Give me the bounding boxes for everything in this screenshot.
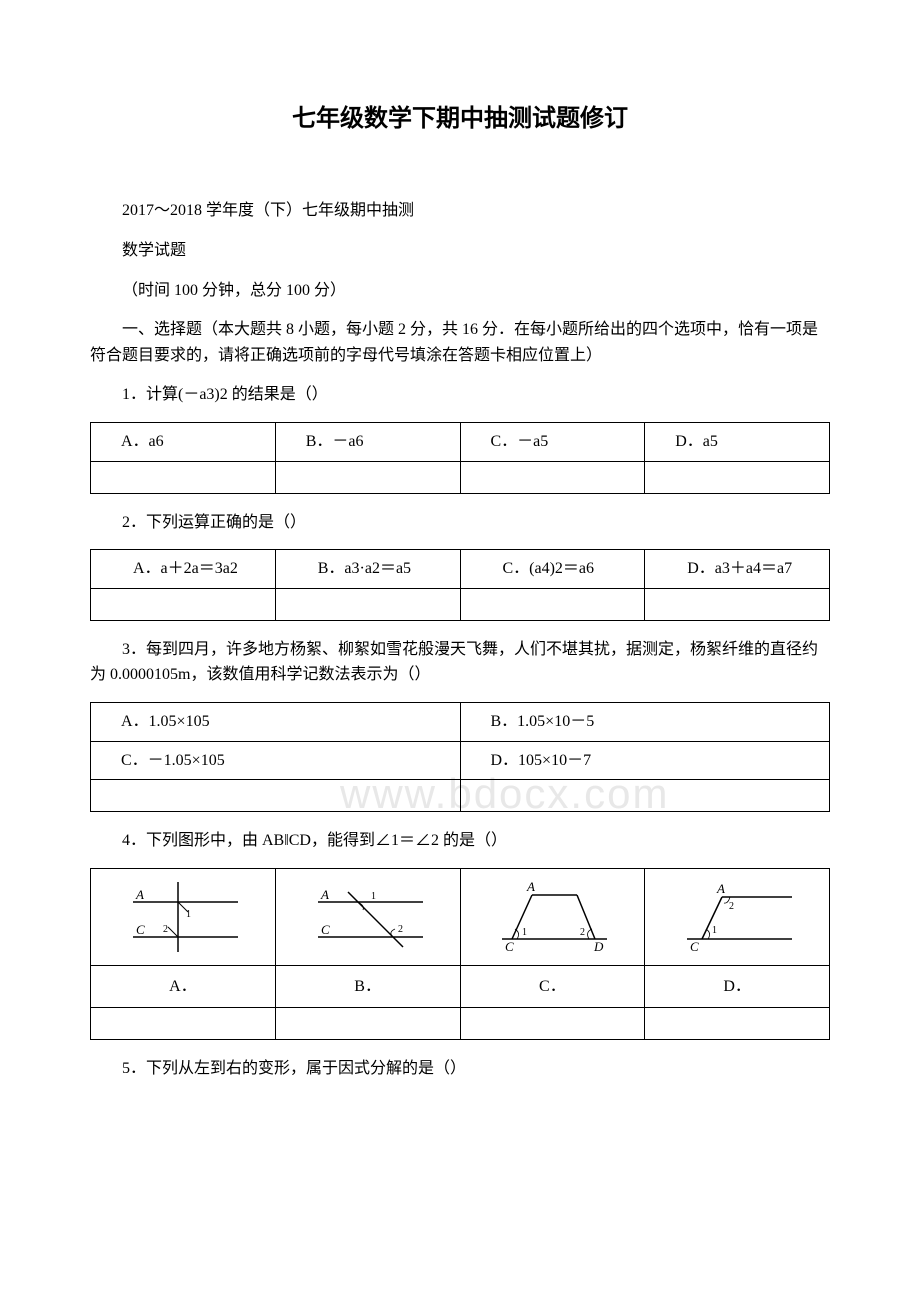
question-1-text: 1．计算(－a3)2 的结果是（） bbox=[90, 382, 830, 408]
question-1-options-table: A．a6 B．－a6 C．－a5 D．a5 bbox=[90, 422, 830, 494]
table-row: A．a＋2a＝3a2 B．a3·a2＝a5 C．(a4)2＝a6 D．a3＋a4… bbox=[91, 550, 830, 589]
option-cell: C．－a5 bbox=[460, 422, 645, 461]
question-4-options-table: A C 1 2 A C 1 2 bbox=[90, 868, 830, 1041]
option-cell: C．－1.05×105 bbox=[91, 741, 461, 780]
option-label: A． bbox=[91, 965, 276, 1008]
diagram-a-svg: A C 1 2 bbox=[108, 877, 258, 957]
table-row: A．1.05×105 B．1.05×10－5 bbox=[91, 702, 830, 741]
option-cell: A．1.05×105 bbox=[91, 702, 461, 741]
svg-text:A: A bbox=[716, 881, 725, 896]
svg-text:1: 1 bbox=[522, 927, 527, 938]
empty-cell bbox=[91, 780, 461, 812]
table-row bbox=[91, 588, 830, 620]
diagram-cell-c: A C D 1 2 bbox=[460, 868, 645, 965]
svg-text:1: 1 bbox=[371, 891, 376, 902]
diagram-c-svg: A C D 1 2 bbox=[477, 877, 627, 957]
table-row bbox=[91, 1008, 830, 1040]
empty-cell bbox=[460, 780, 830, 812]
table-row: C．－1.05×105 D．105×10－7 bbox=[91, 741, 830, 780]
diagram-cell-a: A C 1 2 bbox=[91, 868, 276, 965]
empty-cell bbox=[275, 588, 460, 620]
svg-text:C: C bbox=[321, 922, 330, 937]
empty-cell bbox=[91, 461, 276, 493]
empty-cell bbox=[645, 461, 830, 493]
empty-cell bbox=[275, 461, 460, 493]
svg-text:1: 1 bbox=[186, 909, 191, 920]
svg-text:D: D bbox=[593, 939, 604, 954]
svg-text:C: C bbox=[136, 922, 145, 937]
svg-text:C: C bbox=[690, 939, 699, 954]
table-row: A． B． C． D． bbox=[91, 965, 830, 1008]
empty-cell bbox=[275, 1008, 460, 1040]
svg-text:2: 2 bbox=[163, 924, 168, 935]
diagram-d-svg: A C 1 2 bbox=[662, 877, 812, 957]
diagram-cell-b: A C 1 2 bbox=[275, 868, 460, 965]
section-1-header: 一、选择题（本大题共 8 小题，每小题 2 分，共 16 分．在每小题所给出的四… bbox=[90, 317, 830, 368]
question-2-text: 2．下列运算正确的是（） bbox=[90, 510, 830, 536]
option-cell: C．(a4)2＝a6 bbox=[460, 550, 645, 589]
option-label: D． bbox=[645, 965, 830, 1008]
svg-text:A: A bbox=[320, 887, 329, 902]
empty-cell bbox=[460, 588, 645, 620]
header-line-3: （时间 100 分钟，总分 100 分） bbox=[90, 278, 830, 304]
header-line-2: 数学试题 bbox=[90, 238, 830, 264]
empty-cell bbox=[91, 1008, 276, 1040]
option-cell: D．a5 bbox=[645, 422, 830, 461]
option-cell: B．1.05×10－5 bbox=[460, 702, 830, 741]
svg-text:1: 1 bbox=[712, 925, 717, 936]
table-row: A C 1 2 A C 1 2 bbox=[91, 868, 830, 965]
table-row: A．a6 B．－a6 C．－a5 D．a5 bbox=[91, 422, 830, 461]
question-5-text: 5．下列从左到右的变形，属于因式分解的是（） bbox=[90, 1056, 830, 1082]
question-2-options-table: A．a＋2a＝3a2 B．a3·a2＝a5 C．(a4)2＝a6 D．a3＋a4… bbox=[90, 549, 830, 621]
svg-text:C: C bbox=[505, 939, 514, 954]
table-row bbox=[91, 461, 830, 493]
empty-cell bbox=[91, 588, 276, 620]
option-cell: D．105×10－7 bbox=[460, 741, 830, 780]
option-cell: B．a3·a2＝a5 bbox=[275, 550, 460, 589]
svg-text:A: A bbox=[135, 887, 144, 902]
empty-cell bbox=[460, 1008, 645, 1040]
document-title: 七年级数学下期中抽测试题修订 bbox=[90, 100, 830, 138]
option-cell: B．－a6 bbox=[275, 422, 460, 461]
option-label: B． bbox=[275, 965, 460, 1008]
option-cell: A．a6 bbox=[91, 422, 276, 461]
svg-text:2: 2 bbox=[580, 927, 585, 938]
question-3-options-table: A．1.05×105 B．1.05×10－5 C．－1.05×105 D．105… bbox=[90, 702, 830, 812]
option-label: C． bbox=[460, 965, 645, 1008]
diagram-b-svg: A C 1 2 bbox=[293, 877, 443, 957]
empty-cell bbox=[645, 588, 830, 620]
empty-cell bbox=[645, 1008, 830, 1040]
option-cell: A．a＋2a＝3a2 bbox=[91, 550, 276, 589]
svg-text:2: 2 bbox=[729, 901, 734, 912]
question-3-text: 3．每到四月，许多地方杨絮、柳絮如雪花般漫天飞舞，人们不堪其扰，据测定，杨絮纤维… bbox=[90, 637, 830, 688]
question-4-text: 4．下列图形中，由 AB‖CD，能得到∠1＝∠2 的是（） bbox=[90, 828, 830, 854]
svg-text:2: 2 bbox=[398, 924, 403, 935]
svg-text:A: A bbox=[526, 879, 535, 894]
header-line-1: 2017～2018 学年度（下）七年级期中抽测 bbox=[90, 198, 830, 224]
document-content: 七年级数学下期中抽测试题修订 2017～2018 学年度（下）七年级期中抽测 数… bbox=[90, 100, 830, 1082]
diagram-cell-d: A C 1 2 bbox=[645, 868, 830, 965]
table-row bbox=[91, 780, 830, 812]
option-cell: D．a3＋a4＝a7 bbox=[645, 550, 830, 589]
empty-cell bbox=[460, 461, 645, 493]
